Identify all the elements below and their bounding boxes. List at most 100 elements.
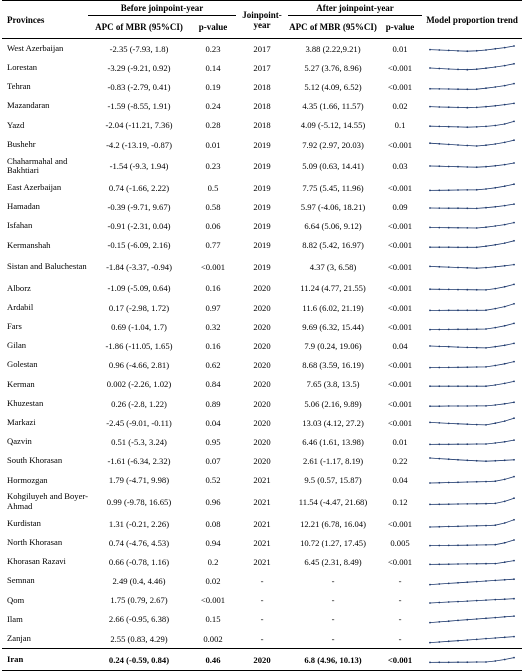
trend-point xyxy=(503,185,506,187)
trend-point xyxy=(513,240,515,242)
apc-before-cell: 0.66 (-0.78, 1.16) xyxy=(108,556,170,567)
trend-cell xyxy=(422,116,522,135)
trend-cell xyxy=(422,236,522,255)
trend-line xyxy=(430,139,515,146)
province-cell: Semnan xyxy=(7,575,35,586)
trend-sparkline xyxy=(429,518,515,528)
trend-cell xyxy=(422,490,522,514)
trend-point xyxy=(457,106,459,109)
apc-before-cell: -2.45 (-9.01, -0.11) xyxy=(106,417,172,428)
province-cell: Iran xyxy=(2,648,88,671)
province-cell: Yazd xyxy=(7,119,25,130)
apc-before-cell: 2.66 (-0.95, 6.38) xyxy=(108,614,170,625)
trend-point xyxy=(503,84,506,87)
apc-before-cell: -0.15 (-6.09, 2.16) xyxy=(107,240,171,251)
trend-point xyxy=(438,621,441,624)
apc-before-cell: 0.74 (-1.66, 2.22) xyxy=(108,182,170,193)
trend-point xyxy=(485,125,487,128)
apc-before-cell: -1.54 (-9.3, 1.94) xyxy=(109,161,169,172)
trend-point xyxy=(503,578,506,581)
p-after-cell: <0.001 xyxy=(387,182,413,193)
trend-point xyxy=(513,283,515,286)
trend-point xyxy=(475,267,478,269)
trend-point xyxy=(503,223,506,226)
trend-point xyxy=(503,141,506,143)
trend-point xyxy=(447,404,450,407)
p-after-cell: 0.22 xyxy=(392,456,408,467)
trend-point xyxy=(466,126,469,129)
trend-point xyxy=(466,309,469,311)
trend-point xyxy=(503,658,506,661)
trend-point xyxy=(447,266,450,268)
trend-point xyxy=(466,328,469,331)
trend-point xyxy=(447,88,450,90)
p-after-cell: <0.001 xyxy=(387,379,413,390)
trend-point xyxy=(503,636,506,638)
trend-point xyxy=(475,638,478,640)
trend-line xyxy=(430,439,515,445)
trend-sparkline xyxy=(429,120,515,129)
apc-before-cell: -1.86 (-11.05, 1.65) xyxy=(105,341,173,352)
trend-point xyxy=(447,226,450,229)
p-after-cell: 0.005 xyxy=(390,537,410,548)
trend-line xyxy=(430,539,515,546)
trend-point xyxy=(475,227,478,229)
table-row: Alborz -1.09 (-5.09, 0.64) 0.16 2020 11.24 (… xyxy=(2,279,522,298)
trend-line xyxy=(430,343,515,349)
joinpoint-year-cell: 2020 xyxy=(236,648,289,671)
joinpoint-year-cell: 2020 xyxy=(253,398,271,409)
trend-point xyxy=(485,524,487,527)
trend-point xyxy=(485,366,487,369)
trend-point xyxy=(513,102,515,105)
trend-line xyxy=(430,401,515,407)
apc-after-cell: 7.65 (3.8, 13.5) xyxy=(306,379,360,390)
trend-point xyxy=(494,502,497,505)
trend-point xyxy=(457,581,459,584)
trend-point xyxy=(494,384,497,387)
apc-after-cell: 11.6 (6.02, 21.19) xyxy=(302,302,364,313)
trend-point xyxy=(475,289,478,292)
trend-point xyxy=(503,324,506,327)
p-after-cell: 0.1 xyxy=(394,120,406,131)
trend-point xyxy=(438,189,441,191)
trend-point xyxy=(429,641,431,644)
trend-cell xyxy=(422,471,522,490)
trend-point xyxy=(447,143,450,145)
trend-point xyxy=(438,207,441,209)
p-after-cell: 0.09 xyxy=(392,201,408,212)
trend-point xyxy=(457,422,459,425)
trend-point xyxy=(513,342,515,345)
trend-point xyxy=(466,188,469,191)
trend-point xyxy=(513,380,515,383)
trend-point xyxy=(485,48,487,51)
apc-after-cell: 5.06 (2.16, 9.89) xyxy=(304,398,362,409)
apc-before-cell: -2.04 (-11.21, 7.36) xyxy=(105,120,173,131)
trend-cell xyxy=(422,298,522,317)
table-row: Bushehr -4.2 (-13.19, -0.87) 0.01 2019 7.92 … xyxy=(2,135,522,154)
joinpoint-year-cell: 2019 xyxy=(253,201,271,212)
province-cell: Gilan xyxy=(7,340,27,351)
trend-point xyxy=(438,482,441,485)
trend-sparkline xyxy=(429,322,515,331)
p-after-cell: 0.12 xyxy=(392,496,408,507)
trend-point xyxy=(447,328,450,331)
trend-point xyxy=(475,502,478,505)
trend-point xyxy=(513,635,515,638)
joinpoint-year-cell: 2019 xyxy=(253,240,271,251)
trend-point xyxy=(457,563,459,565)
trend-point xyxy=(447,640,450,642)
table-row: Hormozgan 1.79 (-4.71, 9.98) 0.52 2021 9.5 (… xyxy=(2,471,522,490)
trend-sparkline xyxy=(429,138,515,147)
apc-after-cell: 11.54 (-4.47, 21.68) xyxy=(298,496,368,507)
trend-point xyxy=(513,82,515,85)
trend-point xyxy=(447,661,450,663)
trend-point xyxy=(503,541,506,544)
trend-point xyxy=(513,162,515,165)
table-row: Khorasan Razavi 0.66 (-0.78, 1.16) 0.2 2021… xyxy=(2,552,522,571)
apc-before-cell: 0.69 (-1.04, 1.7) xyxy=(111,321,167,332)
trend-point xyxy=(457,443,459,446)
trend-point xyxy=(503,402,506,405)
apc-after-cell: 9.5 (0.57, 15.87) xyxy=(304,475,362,486)
trend-sparkline xyxy=(429,162,515,169)
trend-line xyxy=(430,121,515,128)
